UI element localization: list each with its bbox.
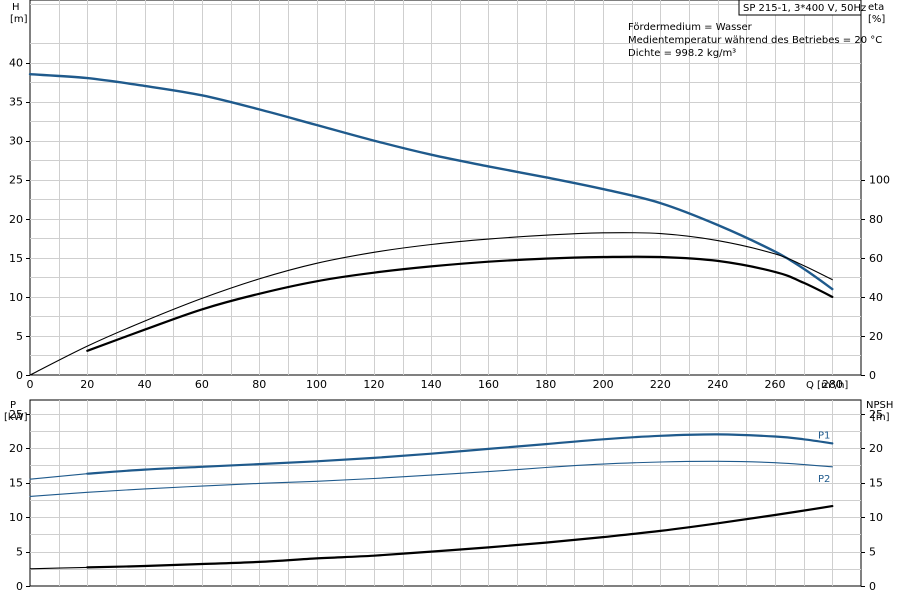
series-line-1-2: [29, 460, 833, 497]
x-tick-label: 140: [421, 378, 442, 391]
x-tick-label: 180: [535, 378, 556, 391]
right-tick-label: 60: [869, 252, 883, 265]
series-line-0-0: [28, 73, 834, 291]
top-x-axis-label: Q [m³/h]: [806, 380, 848, 391]
series-line-1-4: [86, 505, 834, 569]
right-tick-label: 100: [869, 174, 890, 187]
x-tick-label: 160: [478, 378, 499, 391]
x-tick-label: 200: [593, 378, 614, 391]
series-line-0-2: [86, 255, 834, 352]
left-tick-label: 5: [16, 546, 23, 559]
left-tick-label: 5: [16, 330, 23, 343]
left-tick-label: 0: [16, 580, 23, 593]
bottom-right-axis-title: NPSH: [866, 400, 893, 411]
x-tick-label: 40: [138, 378, 152, 391]
left-tick-label: 40: [9, 57, 23, 70]
series-line-1-0: [29, 473, 88, 480]
left-tick-label: 15: [9, 477, 23, 490]
left-tick-label: 25: [9, 408, 23, 421]
right-tick-label: 10: [869, 511, 883, 524]
x-tick-label: 280: [822, 378, 843, 391]
series-label-p2: P2: [818, 474, 830, 485]
chart-ticks: 0 20 40 60 80 100 120 140 160 180 200 220 240 260 2800…: [9, 57, 890, 594]
left-tick-label: 15: [9, 252, 23, 265]
right-tick-label: 25: [869, 408, 883, 421]
right-tick-label: 40: [869, 291, 883, 304]
left-tick-label: 20: [9, 442, 23, 455]
chart-series: [28, 73, 834, 570]
left-tick-label: 10: [9, 291, 23, 304]
bottom-right-axis-unit: [m]: [872, 412, 890, 423]
right-tick-label: 20: [869, 442, 883, 455]
series-label-p1: P1: [818, 430, 830, 441]
x-tick-label: 20: [80, 378, 94, 391]
series-line-1-1: [86, 433, 834, 475]
top-right-axis-unit: [%]: [868, 14, 885, 25]
left-tick-label: 25: [9, 174, 23, 187]
right-tick-label: 15: [869, 477, 883, 490]
x-tick-label: 120: [363, 378, 384, 391]
right-tick-label: 20: [869, 330, 883, 343]
left-tick-label: 0: [16, 369, 23, 382]
plot-frame-0: [29, 0, 862, 376]
x-tick-label: 260: [765, 378, 786, 391]
series-line-0-1: [29, 232, 833, 376]
right-tick-label: 0: [869, 369, 876, 382]
pump-info-text: SP 215-1, 3*400 V, 50Hz: [743, 3, 866, 14]
temperature-text: Medientemperatur während des Betriebes =…: [628, 35, 882, 46]
right-tick-label: 0: [869, 580, 876, 593]
x-tick-label: 100: [306, 378, 327, 391]
x-tick-label: 220: [650, 378, 671, 391]
top-left-axis-title: H: [12, 2, 20, 13]
bottom-left-axis-title: P: [10, 400, 16, 411]
density-text: Dichte = 998.2 kg/m³: [628, 48, 736, 59]
plot-frame-1: [29, 399, 862, 587]
x-tick-label: 240: [707, 378, 728, 391]
right-tick-label: 5: [869, 546, 876, 559]
medium-text: Fördermedium = Wasser: [628, 22, 753, 33]
left-tick-label: 30: [9, 135, 23, 148]
series-line-1-3: [29, 566, 88, 570]
right-tick-label: 80: [869, 213, 883, 226]
x-tick-label: 80: [252, 378, 266, 391]
left-tick-label: 35: [9, 96, 23, 109]
chart-frames: [29, 0, 862, 587]
bottom-left-axis-unit: [kW]: [4, 412, 28, 423]
top-left-axis-unit: [m]: [10, 14, 28, 25]
left-tick-label: 10: [9, 511, 23, 524]
x-tick-label: 0: [27, 378, 34, 391]
pump-info-box: [738, 0, 862, 16]
x-tick-label: 60: [195, 378, 209, 391]
top-right-axis-title: eta: [868, 2, 884, 13]
left-tick-label: 20: [9, 213, 23, 226]
chart-grid: [30, 0, 861, 586]
